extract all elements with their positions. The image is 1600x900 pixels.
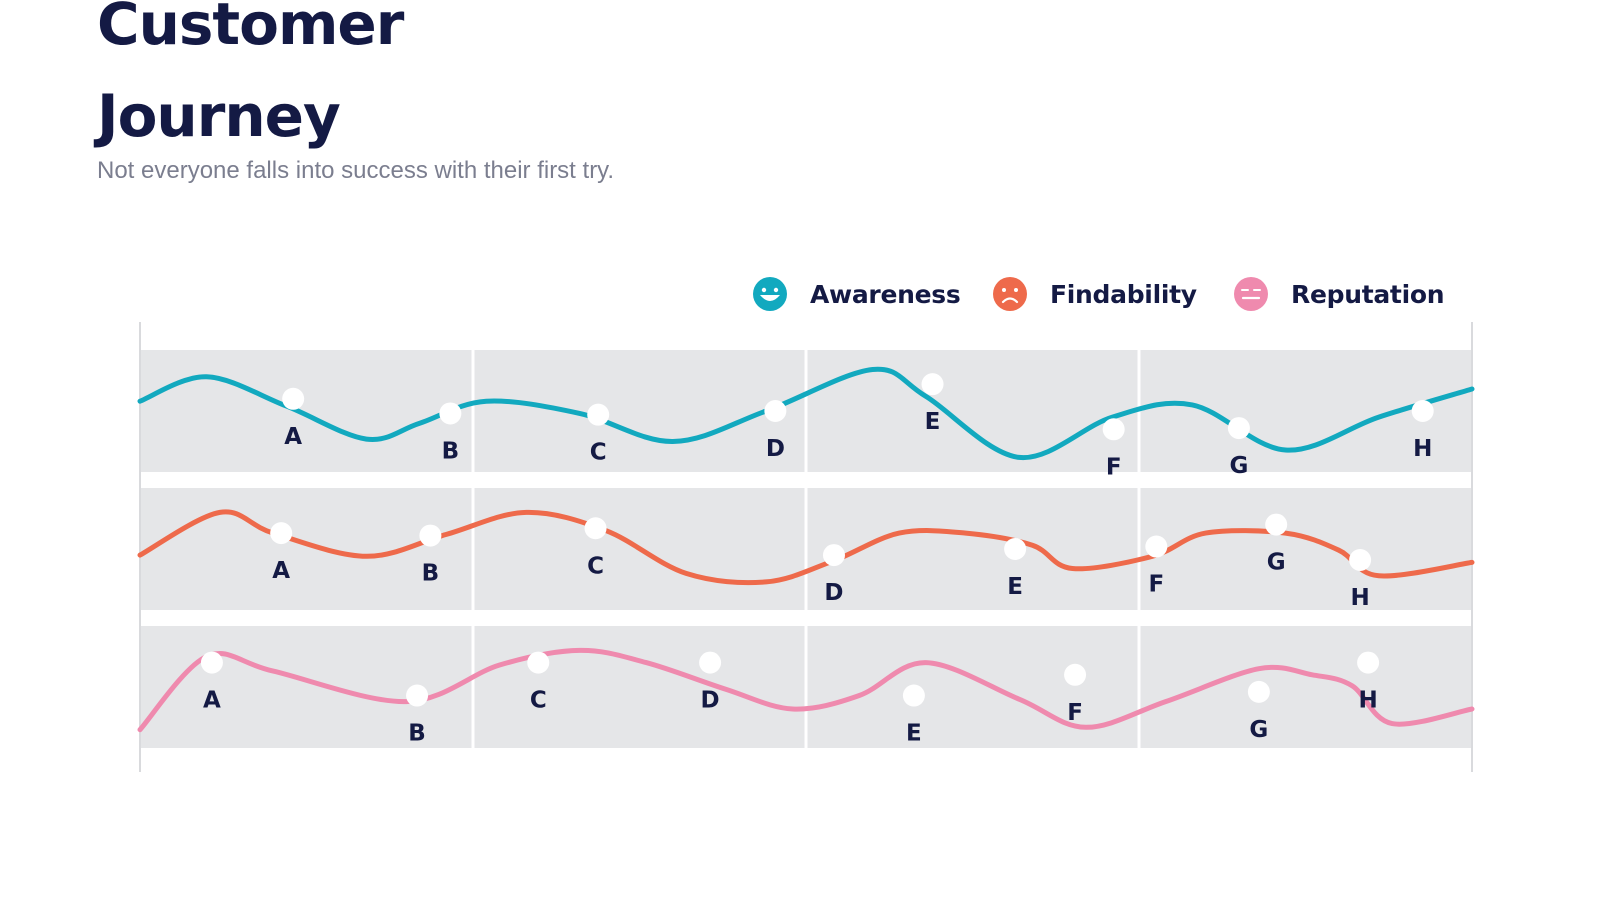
- point-label-findability-a: A: [272, 558, 290, 584]
- point-label-findability-g: G: [1267, 550, 1286, 576]
- point-marker-reputation-h: [1357, 651, 1380, 674]
- title-line-2: Journey: [97, 82, 341, 150]
- point-marker-awareness-h: [1411, 400, 1434, 422]
- point-marker-findability-b: [419, 524, 442, 547]
- point-marker-awareness-f: [1102, 418, 1125, 441]
- point-label-reputation-f: F: [1067, 700, 1083, 726]
- point-marker-awareness-d: [764, 400, 787, 422]
- page-subtitle: Not everyone falls into success with the…: [97, 157, 615, 184]
- point-marker-reputation-g: [1247, 680, 1270, 703]
- point-label-awareness-d: D: [766, 436, 785, 462]
- legend-label-awareness: Awareness: [810, 279, 961, 309]
- point-marker-reputation-f: [1064, 663, 1087, 686]
- legend-item-awareness: Awareness: [752, 272, 961, 316]
- point-label-reputation-b: B: [408, 721, 426, 747]
- point-marker-reputation-b: [406, 684, 429, 707]
- point-marker-reputation-a: [200, 651, 223, 674]
- point-label-reputation-h: H: [1358, 688, 1377, 714]
- point-marker-findability-f: [1145, 535, 1168, 558]
- legend-item-reputation: Reputation: [1233, 272, 1445, 316]
- point-marker-findability-e: [1004, 538, 1027, 560]
- point-marker-awareness-b: [439, 402, 462, 425]
- point-marker-awareness-c: [587, 403, 610, 426]
- point-label-awareness-e: E: [925, 409, 941, 435]
- point-marker-findability-g: [1265, 513, 1288, 536]
- point-label-reputation-a: A: [203, 688, 221, 714]
- point-label-reputation-e: E: [906, 721, 922, 747]
- point-marker-awareness-g: [1227, 417, 1250, 440]
- point-marker-awareness-e: [921, 373, 944, 396]
- point-label-awareness-f: F: [1106, 454, 1122, 480]
- point-marker-findability-h: [1349, 548, 1372, 571]
- legend-label-findability: Findability: [1050, 279, 1197, 309]
- page-title: Customer Journey: [97, 0, 797, 162]
- point-label-findability-e: E: [1007, 574, 1023, 600]
- point-marker-findability-a: [270, 522, 293, 545]
- point-label-awareness-b: B: [442, 438, 460, 464]
- smile-face-icon: [753, 277, 787, 311]
- point-marker-reputation-e: [902, 684, 925, 707]
- neutral-face-icon: [1234, 277, 1268, 311]
- point-label-findability-b: B: [422, 561, 440, 587]
- point-label-reputation-c: C: [530, 688, 547, 714]
- point-label-reputation-g: G: [1249, 717, 1268, 743]
- point-label-reputation-d: D: [701, 688, 720, 714]
- point-label-awareness-a: A: [284, 424, 302, 450]
- title-line-1: Customer: [97, 0, 404, 58]
- point-label-findability-h: H: [1350, 585, 1369, 611]
- point-label-findability-f: F: [1148, 572, 1164, 598]
- point-marker-awareness-a: [282, 387, 305, 410]
- series-line-reputation: [137, 647, 1475, 733]
- point-marker-reputation-d: [699, 651, 722, 674]
- point-label-awareness-h: H: [1413, 436, 1432, 462]
- point-label-awareness-c: C: [590, 440, 607, 466]
- legend-label-reputation: Reputation: [1291, 279, 1445, 309]
- point-marker-findability-d: [822, 544, 845, 567]
- point-label-findability-c: C: [587, 553, 604, 579]
- legend-item-findability: Findability: [992, 272, 1197, 316]
- point-label-findability-d: D: [824, 580, 843, 606]
- point-marker-reputation-c: [527, 651, 550, 674]
- point-marker-findability-c: [584, 517, 607, 540]
- point-label-awareness-g: G: [1229, 453, 1248, 479]
- sad-face-icon: [993, 277, 1027, 311]
